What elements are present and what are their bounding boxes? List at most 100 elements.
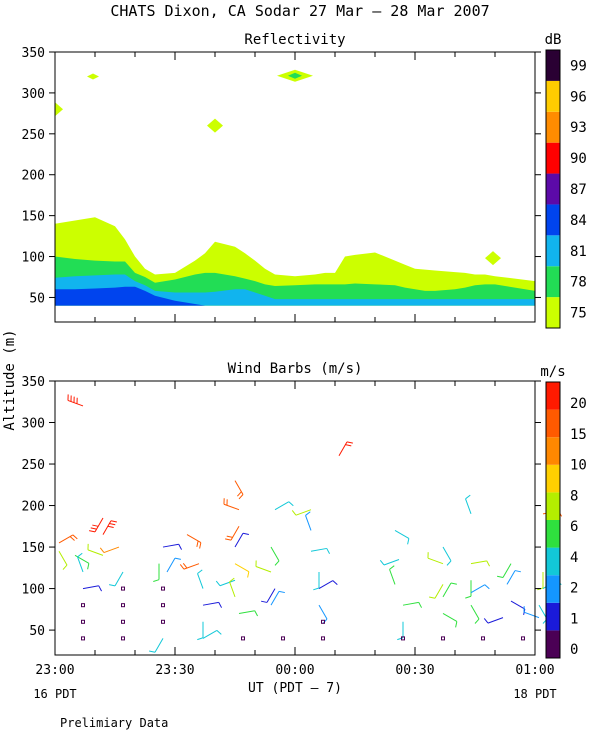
wind-barb	[291, 509, 312, 516]
wind-barb	[215, 579, 236, 587]
barb-shaft	[103, 546, 120, 554]
barb-feather	[278, 590, 285, 594]
barb-shaft	[87, 549, 104, 556]
wind-barb	[442, 582, 457, 598]
wind-barb	[109, 571, 124, 587]
wind-barb	[389, 565, 396, 585]
y-tick-label: 200	[22, 169, 45, 184]
barb-shaft	[154, 638, 164, 653]
barb-shaft	[510, 600, 526, 610]
barb-feather	[288, 501, 294, 507]
wind-barb	[202, 629, 222, 639]
barb-shaft	[202, 629, 218, 639]
colorbar-swatch	[546, 80, 560, 112]
wind-barb	[87, 543, 104, 556]
y-tick-label: 250	[22, 128, 45, 143]
wind-barb	[74, 554, 90, 570]
barb-feather	[77, 552, 83, 558]
reflectivity-patch	[288, 72, 302, 79]
barb-shaft	[402, 601, 419, 606]
barb-feather	[313, 587, 320, 591]
colorbar-swatch	[546, 111, 560, 143]
wind-barb	[255, 560, 272, 573]
x-sublabel-left: 16 PDT	[33, 687, 76, 701]
barb-shaft	[234, 532, 244, 548]
barb-shaft	[114, 571, 124, 587]
barb-shaft	[229, 581, 236, 598]
wind-barb	[305, 511, 312, 531]
barb-feather	[274, 560, 280, 566]
reflectivity-patch	[87, 73, 99, 80]
barb-feather	[215, 580, 221, 587]
barb-feather	[62, 564, 68, 570]
barb-shaft	[270, 546, 280, 562]
barb-feather	[332, 580, 338, 585]
calm-marker	[161, 603, 165, 608]
barb-feather	[99, 547, 105, 553]
colorbar-swatch	[546, 602, 560, 631]
colorbar-tick-label: 99	[570, 58, 587, 74]
panel-title: Wind Barbs (m/s)	[228, 361, 363, 377]
barb-shaft	[58, 550, 68, 566]
barb-shaft	[310, 547, 327, 552]
calm-marker	[161, 586, 165, 591]
colorbar-tick-label: 20	[570, 396, 587, 412]
colorbar-swatch	[546, 142, 560, 174]
colorbar-tick-label: 93	[570, 120, 587, 136]
reflectivity-patch	[207, 118, 223, 133]
barb-feather	[107, 525, 114, 529]
wind-barb	[427, 552, 444, 565]
y-axis-title: Altitude (m)	[2, 329, 18, 430]
wind-barb	[394, 530, 410, 545]
calm-marker	[81, 636, 85, 641]
wind-barb	[270, 590, 285, 606]
calm-marker	[81, 619, 85, 624]
wind-barb	[465, 494, 472, 515]
wind-barb	[238, 610, 259, 617]
calm-marker	[481, 636, 485, 641]
wind-barbs	[58, 394, 563, 653]
wind-barb	[310, 547, 331, 554]
y-tick-label: 350	[22, 375, 45, 390]
barb-feather	[216, 630, 222, 635]
colorbar-swatch	[546, 437, 560, 465]
wind-barb	[149, 638, 164, 653]
barb-shaft	[427, 557, 444, 565]
barb-feather	[178, 544, 183, 550]
footer-note: Prelimiary Data	[60, 716, 168, 730]
colorbar-tick-label: 15	[570, 427, 587, 443]
y-tick-label: 250	[22, 458, 45, 473]
barb-feather	[242, 532, 249, 535]
wind-barb	[166, 557, 181, 573]
barb-shaft	[295, 509, 312, 516]
barb-shaft	[238, 610, 255, 614]
barb-feather	[486, 560, 491, 567]
wind-barb	[67, 394, 84, 407]
colorbar-tick-label: 1	[570, 611, 578, 627]
calm-marker	[121, 586, 125, 591]
wind-barb	[82, 585, 103, 592]
colorbar-frame	[545, 49, 561, 329]
calm-marker	[241, 636, 245, 641]
barb-feather	[87, 563, 90, 570]
barb-feather	[109, 523, 116, 526]
colorbar-label: dB	[545, 32, 562, 48]
barb-feather	[98, 585, 103, 592]
calm-marker	[161, 619, 165, 624]
colorbar-tick-label: 2	[570, 581, 578, 597]
reflectivity-layer-84db	[55, 286, 215, 306]
reflectivity-patch	[55, 102, 63, 117]
colorbar-tick-label: 0	[570, 642, 578, 658]
barb-feather	[179, 564, 185, 570]
barb-feather	[484, 584, 490, 590]
calm-marker	[441, 636, 445, 641]
wind-barb	[465, 580, 472, 599]
wind-barb	[442, 613, 458, 628]
colorbar-tick-label: 96	[570, 89, 587, 105]
colorbar-tick-label: 4	[570, 550, 578, 566]
x-axis-labels: 23:00 23:30 00:00 00:30 01:00 16 PDT 18 PDT UT …	[33, 663, 556, 701]
colorbar-swatch	[546, 204, 560, 236]
wind-barb	[153, 563, 160, 582]
wind-barb	[89, 517, 104, 533]
